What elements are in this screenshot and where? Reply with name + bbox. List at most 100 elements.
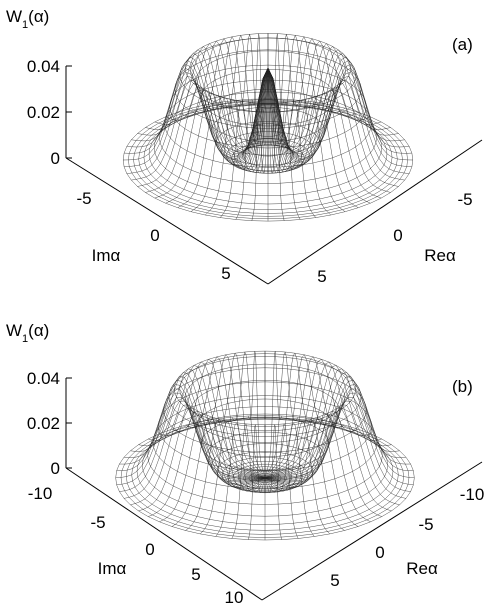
surface-radial-line (177, 67, 269, 208)
panel-a-z-tick-label-3: 0 (51, 149, 60, 168)
surface-circle-line (232, 464, 298, 492)
panel-b-xlabel: Reα (406, 559, 438, 578)
panel-b: W1(α) (b) 0.04 0.02 0 -10 -5 0 5 10 Imα … (6, 321, 484, 607)
panel-b-x-tick-4: 5 (330, 571, 339, 590)
surface-circle-line (184, 363, 346, 432)
surface-circle-line (254, 473, 276, 483)
panel-a-surface (122, 33, 414, 222)
panel-a-z-tick-label-2: 0.02 (27, 103, 60, 122)
panel-b-x-tick-2: -5 (418, 515, 433, 534)
panel-b-z-tick-label-3: 0 (51, 459, 60, 478)
panel-b-x-tick-3: 0 (375, 543, 384, 562)
surface-circle-line (216, 121, 320, 166)
surface-circle-line (120, 417, 410, 538)
panel-b-zlabel: W1(α) (6, 321, 49, 345)
surface-circle-line (248, 471, 282, 485)
panel-b-ylabel: Imα (98, 559, 127, 578)
panel-a-x-tick-3: 5 (317, 267, 326, 286)
surface-circle-line (243, 468, 287, 487)
panel-b-z-tick-label-1: 0.04 (27, 369, 60, 388)
surface-radial-line (159, 361, 266, 479)
surface-circle-line (211, 443, 319, 489)
surface-circle-line (169, 64, 367, 149)
surface-circle-line (122, 98, 414, 222)
surface-radial-line (264, 361, 371, 479)
surface-circle-line (222, 456, 308, 494)
surface-circle-line (158, 381, 372, 472)
surface-circle-line (200, 69, 336, 127)
surface-circle-line (262, 76, 274, 82)
panel-b-y-tick-2: -5 (90, 513, 105, 532)
panel-a-y-tick-2: 0 (150, 226, 159, 245)
surface-circle-line (179, 353, 351, 426)
panel-b-y-tick-5: 10 (225, 588, 244, 607)
surface-circle-line (136, 417, 394, 525)
surface-radial-line (267, 67, 391, 193)
panel-a-tag: (a) (452, 35, 473, 54)
panel-a-xlabel: Reα (424, 246, 456, 265)
surface-circle-line (252, 123, 284, 137)
surface-circle-line (152, 395, 378, 490)
surface-circle-line (174, 49, 362, 129)
surface-circle-line (195, 398, 335, 458)
surface-circle-line (128, 100, 408, 220)
panel-a-z-tick-label-1: 0.04 (27, 57, 60, 76)
surface-circle-line (131, 418, 399, 531)
panel-b-x-tick-1: -10 (460, 485, 485, 504)
surface-circle-line (143, 104, 393, 210)
panel-b-tag: (b) (452, 377, 473, 396)
surface-circle-line (236, 144, 300, 172)
surface-circle-line (153, 99, 383, 196)
panel-a-x-tick-2: 0 (393, 226, 402, 245)
surface-radial-line (148, 365, 266, 479)
surface-radial-line (123, 376, 266, 479)
surface-circle-line (164, 79, 372, 168)
surface-circle-line (138, 104, 398, 214)
surface-circle-line (210, 106, 326, 156)
surface-circle-line (184, 33, 352, 104)
panel-a-ylabel: Imα (92, 246, 121, 265)
surface-circle-line (206, 431, 324, 482)
surface-circle-line (190, 380, 340, 443)
panel-b-y-tick-1: -10 (28, 484, 53, 503)
surface-circle-line (142, 413, 388, 517)
panel-a-x-tick-1: -5 (457, 190, 472, 209)
surface-radial-line (264, 400, 407, 499)
surface-radial-line (267, 67, 359, 208)
panel-b-x-axis (261, 461, 483, 601)
surface-circle-line (147, 406, 383, 505)
panel-b-y-tick-3: 0 (145, 540, 154, 559)
surface-radial-line (148, 411, 266, 517)
surface-circle-line (163, 367, 367, 453)
surface-circle-line (126, 418, 404, 535)
surface-circle-line (168, 356, 362, 437)
surface-radial-line (248, 351, 266, 479)
surface-circle-line (133, 102, 403, 217)
surface-circle-line (221, 131, 315, 172)
surface-circle-line (195, 50, 341, 113)
panel-a-zlabel: W1(α) (6, 7, 49, 31)
surface-circle-line (159, 91, 377, 184)
surface-radial-line (123, 400, 266, 499)
surface-radial-line (264, 376, 407, 479)
panel-a-y-axis (65, 157, 269, 285)
surface-circle-line (259, 475, 271, 481)
surface-circle-line (227, 460, 303, 493)
surface-circle-line (115, 415, 415, 541)
surface-radial-line (264, 411, 382, 517)
surface-circle-line (174, 350, 356, 427)
surface-circle-line (226, 138, 310, 174)
panel-b-surface (115, 350, 415, 541)
panel-a-y-tick-1: -5 (76, 189, 91, 208)
surface-circle-line (148, 103, 388, 205)
panel-a-y-tick-3: 5 (221, 264, 230, 283)
panel-b-z-tick-label-2: 0.02 (27, 414, 60, 433)
panel-a: W1(α) (a) 0.04 0.02 0 -5 0 5 Imα -5 0 5 … (6, 7, 483, 286)
surface-radial-line (264, 365, 382, 479)
surface-radial-line (145, 67, 269, 193)
panel-b-y-tick-4: 5 (191, 565, 200, 584)
surface-circle-line (179, 37, 357, 113)
surface-circle-line (205, 88, 331, 142)
surface-radial-line (264, 351, 282, 479)
